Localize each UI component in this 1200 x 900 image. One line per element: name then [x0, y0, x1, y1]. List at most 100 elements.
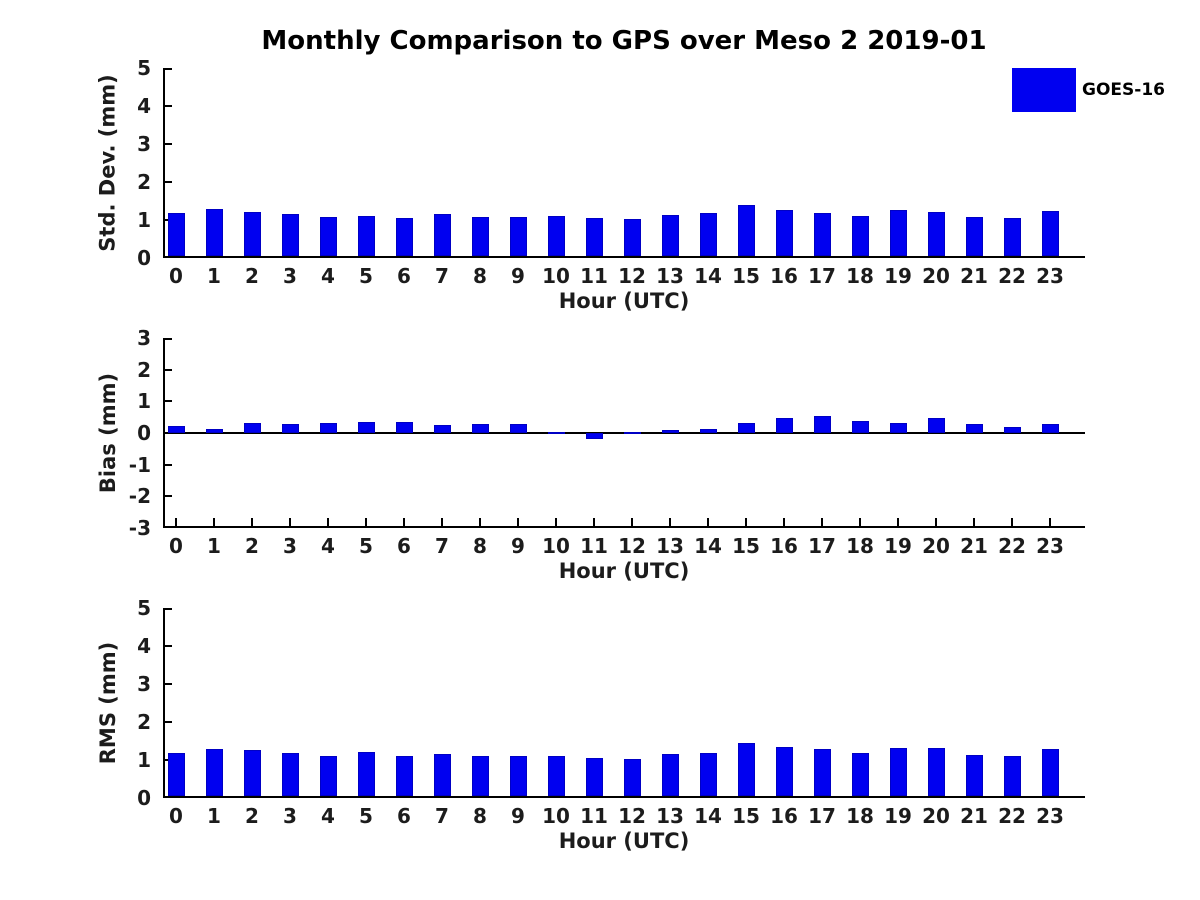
bar-hour-4	[319, 755, 337, 796]
bar-hour-9	[509, 423, 527, 433]
y-tick-label: 5	[137, 56, 151, 80]
x-tick-label: 4	[321, 534, 335, 558]
y-tick-mark	[163, 105, 172, 107]
bar-hour-4	[319, 217, 337, 256]
x-tick-label: 11	[580, 534, 608, 558]
x-tick-label: 18	[846, 804, 874, 828]
plot-area-std-dev: 0 1 2 3 4 5	[137, 56, 1085, 270]
bar-hour-23	[1041, 210, 1059, 256]
bar-hour-21	[965, 217, 983, 256]
x-tick-label: 17	[808, 264, 836, 288]
bar-hour-7	[433, 425, 451, 433]
x-tick-label: 16	[770, 264, 798, 288]
bar-hour-8	[471, 217, 489, 256]
panel-bias: Bias (mm) 3 2 1 0 -1 -2 -3 0 1 2 3 4 5 6 7 8 9 10 11 12 13 1…	[0, 326, 1200, 588]
x-axis-spine	[163, 256, 1085, 258]
x-tick-label: 5	[359, 264, 373, 288]
x-tick-label: 4	[321, 264, 335, 288]
bar-hour-18	[851, 752, 869, 796]
x-tick-mark	[593, 518, 595, 526]
x-tick-label: 10	[542, 534, 570, 558]
y-tick-label: 4	[137, 634, 151, 658]
y-tick-label: -3	[128, 516, 151, 540]
bar-hour-15	[737, 742, 755, 796]
x-tick-label: 8	[473, 534, 487, 558]
y-tick-label: 0	[137, 421, 151, 445]
bar-hour-14	[699, 212, 717, 256]
bar-hour-5	[357, 215, 375, 256]
bar-hour-11	[585, 433, 603, 439]
bar-hour-17	[813, 748, 831, 796]
x-tick-label: 17	[808, 804, 836, 828]
x-tick-mark	[859, 518, 861, 526]
bar-hour-2	[243, 422, 261, 433]
y-tick-label: 1	[137, 389, 151, 414]
x-tick-label: 18	[846, 264, 874, 288]
x-tick-label: 15	[732, 804, 760, 828]
bar-hour-18	[851, 216, 869, 256]
x-tick-label: 6	[397, 804, 411, 828]
y-tick-label: 2	[137, 357, 151, 382]
y-tick-label: 3	[137, 672, 151, 696]
bar-hour-3	[281, 752, 299, 796]
x-axis-title: Hour (UTC)	[558, 559, 690, 583]
y-tick-mark	[163, 721, 172, 723]
bar-hour-10	[547, 215, 565, 256]
bar-hour-9	[509, 756, 527, 796]
y-axis-spine	[163, 68, 165, 258]
x-tick-label: 9	[511, 804, 525, 828]
bar-hour-7	[433, 213, 451, 256]
x-tick-label: 11	[580, 804, 608, 828]
bar-hour-13	[661, 214, 679, 256]
x-tick-label: 23	[1036, 804, 1064, 828]
x-tick-label: 22	[998, 534, 1026, 558]
x-tick-labels: 0 1 2 3 4 5 6 7 8 9 10 11 12 13 14 15 16 17 18 19 20 21 22 23	[163, 534, 1085, 558]
x-tick-label: 3	[283, 264, 297, 288]
x-tick-mark	[251, 518, 253, 526]
y-tick-mark	[163, 368, 172, 371]
x-tick-label: 23	[1036, 264, 1064, 288]
x-tick-label: 16	[770, 534, 798, 558]
legend-swatch	[1012, 68, 1076, 112]
bar-hour-1	[205, 428, 223, 433]
x-tick-label: 21	[960, 804, 988, 828]
plot-area-bias: 3 2 1 0 -1 -2 -3	[129, 326, 1085, 540]
bar-hour-8	[471, 423, 489, 433]
x-tick-label: 23	[1036, 534, 1064, 558]
x-tick-label: 1	[207, 264, 221, 288]
y-tick-mark	[163, 683, 172, 685]
bar-hour-2	[243, 750, 261, 796]
x-tick-label: 8	[473, 264, 487, 288]
y-tick-label: 1	[137, 748, 151, 772]
y-tick-label: 2	[137, 710, 151, 734]
bar-hour-4	[319, 422, 337, 433]
bar-hour-0	[167, 426, 185, 433]
y-tick-label: 3	[137, 326, 151, 350]
bar-hour-6	[395, 218, 413, 256]
x-tick-mark	[821, 518, 823, 526]
y-tick-mark	[163, 526, 172, 528]
bar-hour-6	[395, 421, 413, 433]
y-tick-mark	[163, 143, 172, 145]
bar-hour-13	[661, 754, 679, 796]
y-tick-mark	[163, 68, 172, 70]
x-tick-label: 10	[542, 804, 570, 828]
x-tick-mark	[1011, 518, 1013, 526]
x-tick-label: 19	[884, 264, 912, 288]
x-tick-label: 12	[618, 534, 646, 558]
bar-hour-19	[889, 748, 907, 796]
x-tick-label: 4	[321, 804, 335, 828]
x-tick-mark	[441, 518, 443, 526]
bar-hour-16	[775, 210, 793, 256]
bar-hour-3	[281, 213, 299, 256]
x-tick-label: 21	[960, 534, 988, 558]
x-tick-label: 15	[732, 534, 760, 558]
x-tick-label: 12	[618, 264, 646, 288]
x-tick-label: 22	[998, 264, 1026, 288]
x-tick-label: 2	[245, 804, 259, 828]
x-tick-label: 12	[618, 804, 646, 828]
bar-hour-6	[395, 755, 413, 796]
legend-label: GOES-16	[1082, 80, 1165, 100]
x-tick-label: 0	[169, 804, 183, 828]
